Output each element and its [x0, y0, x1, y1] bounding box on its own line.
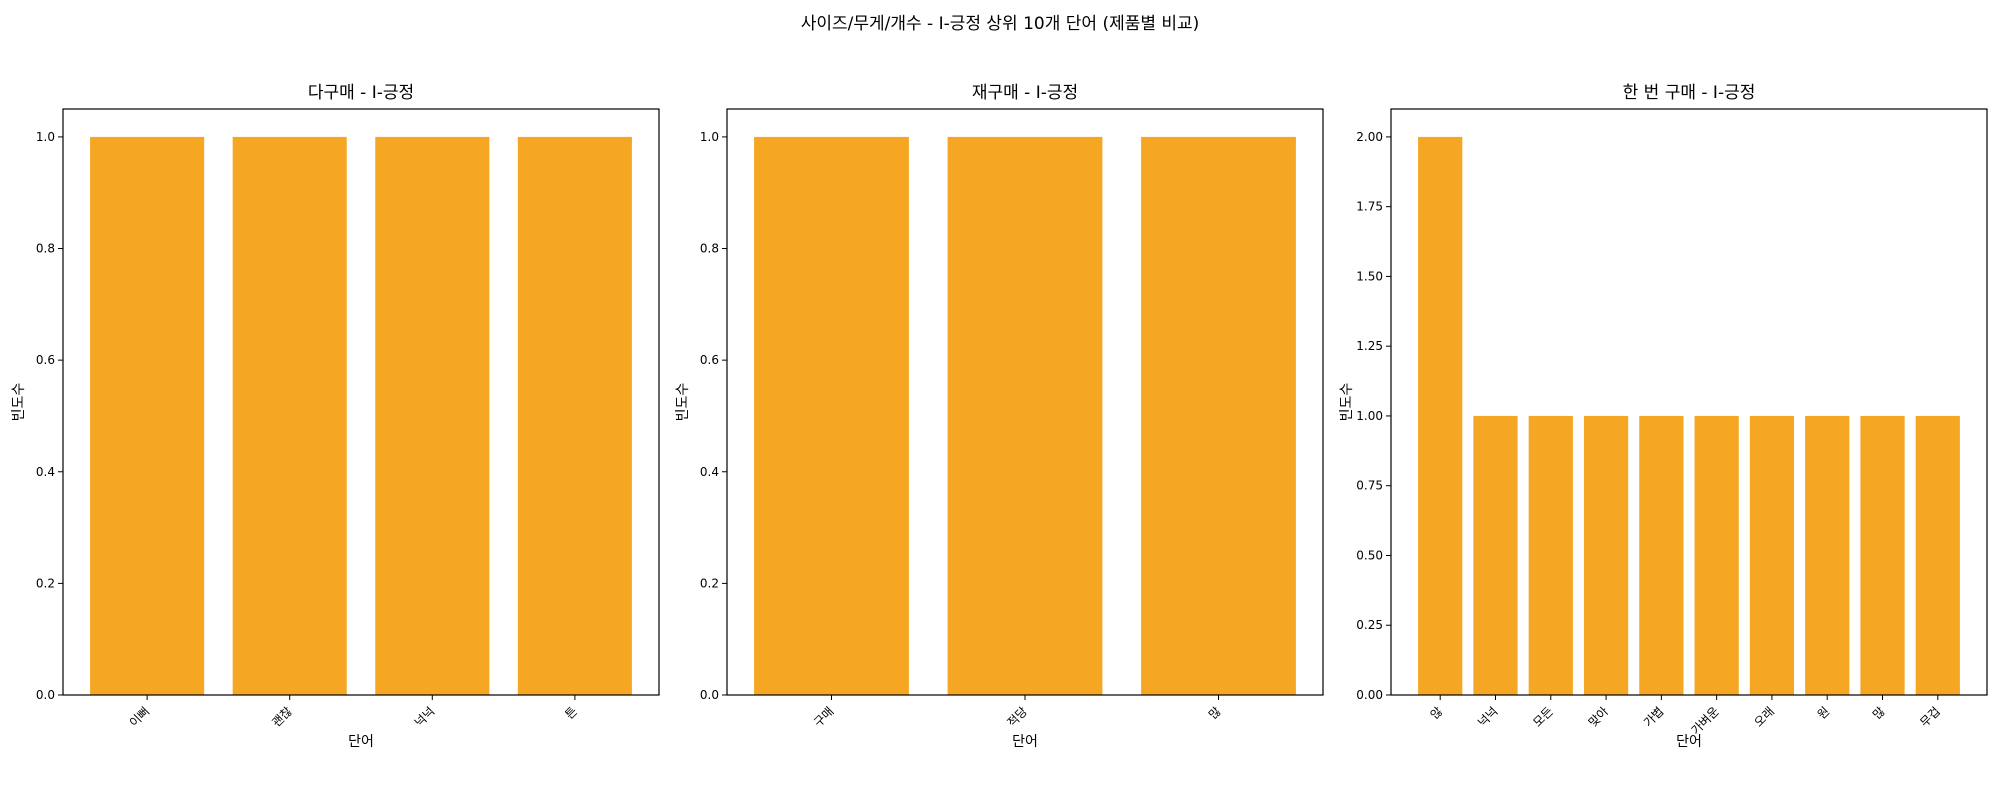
bar-무겁 — [1915, 415, 1960, 695]
x-tick-label: 이뻐 — [127, 704, 153, 730]
y-tick-label: 0.8 — [700, 242, 719, 256]
y-axis-label: 빈도수 — [675, 383, 691, 422]
x-tick-label: 넉넉 — [412, 704, 438, 730]
y-tick-label: 0.6 — [700, 353, 719, 367]
y-tick-label: 1.0 — [36, 130, 55, 144]
plot-area-frame — [62, 108, 660, 696]
panel-title: 한 번 구매 - I-긍정 — [1623, 83, 1756, 103]
chart-panel-3: 한 번 구매 - I-긍정 0.00 0.25 0.50 0.75 1.00 1.25 1.5… — [1339, 83, 1988, 750]
y-axis-label: 빈도수 — [1339, 383, 1355, 422]
y-tick-label: 0.8 — [36, 242, 55, 256]
bar-적당 — [947, 136, 1103, 695]
x-tick-label: 가볍 — [1641, 704, 1667, 730]
y-tick-label: 1.00 — [1356, 409, 1383, 423]
bar-가벼운 — [1694, 415, 1739, 695]
y-tick-label: 0.75 — [1356, 479, 1383, 493]
bar-많 — [1860, 415, 1905, 695]
x-tick-label: 무겁 — [1917, 704, 1943, 730]
x-tick-label: 많 — [1870, 704, 1888, 722]
bar-많 — [1141, 136, 1296, 695]
chart-panel-2: 재구매 - I-긍정 0.0 0.2 0.4 0.6 0.8 1.0 구매 적당 많단어 빈도수 — [675, 83, 1324, 750]
figure-title: 사이즈/무게/개수 - I-긍정 상위 10개 단어 (제품별 비교) — [801, 14, 1200, 34]
y-tick-label: 0.00 — [1356, 688, 1383, 702]
y-tick-label: 1.0 — [700, 130, 719, 144]
bar-않 — [1418, 136, 1463, 695]
x-tick-label: 튼 — [562, 704, 580, 722]
x-tick-label: 오래 — [1752, 704, 1778, 730]
bar-가볍 — [1639, 415, 1684, 695]
y-tick-label: 0.4 — [36, 465, 55, 479]
y-tick-label: 2.00 — [1356, 130, 1383, 144]
x-tick-label: 모든 — [1530, 704, 1556, 730]
y-tick-label: 1.75 — [1356, 200, 1383, 214]
bar-넉넉 — [1473, 415, 1518, 695]
bar-맞아 — [1583, 415, 1629, 695]
bar-모든 — [1528, 415, 1573, 695]
y-tick-label: 1.50 — [1356, 269, 1383, 283]
bar-괜찮 — [232, 136, 347, 695]
y-tick-label: 0.0 — [700, 688, 719, 702]
y-tick-label: 0.2 — [36, 576, 55, 590]
x-axis-label: 단어 — [1676, 734, 1702, 750]
x-tick-label: 괜찮 — [269, 704, 295, 730]
x-tick-label: 넉넉 — [1475, 704, 1501, 730]
bar-넉넉 — [375, 136, 490, 695]
bar-오래 — [1749, 415, 1795, 695]
panel-title: 다구매 - I-긍정 — [308, 83, 414, 103]
y-tick-label: 1.25 — [1356, 339, 1383, 353]
y-tick-label: 0.0 — [36, 688, 55, 702]
plot-area-frame — [726, 108, 1324, 696]
x-tick-label: 맞아 — [1586, 704, 1612, 730]
y-axis-label: 빈도수 — [11, 383, 27, 422]
bar-튼 — [517, 136, 632, 695]
y-tick-label: 0.6 — [36, 353, 55, 367]
x-tick-label: 적당 — [1005, 704, 1031, 730]
x-tick-label: 구매 — [811, 704, 837, 730]
plot-area-frame — [1390, 108, 1988, 696]
y-tick-label: 0.4 — [700, 465, 719, 479]
y-tick-label: 0.25 — [1356, 618, 1383, 632]
y-tick-label: 0.2 — [700, 576, 719, 590]
x-axis-label: 단어 — [1012, 734, 1038, 750]
bar-원 — [1805, 415, 1850, 695]
chart-panel-1: 다구매 - I-긍정 0.0 0.2 0.4 0.6 0.8 1.0 이뻐 괜찮 넉넉 튼단어 빈도수 — [11, 83, 660, 750]
bar-구매 — [754, 136, 909, 695]
x-tick-label: 가벼운 — [1688, 704, 1721, 737]
x-tick-label: 많 — [1206, 704, 1224, 722]
panel-title: 재구매 - I-긍정 — [972, 83, 1078, 103]
x-tick-label: 않 — [1428, 704, 1446, 722]
x-tick-label: 원 — [1815, 704, 1833, 722]
y-tick-label: 0.50 — [1356, 548, 1383, 562]
x-axis-label: 단어 — [348, 734, 374, 750]
bar-이뻐 — [90, 136, 205, 695]
